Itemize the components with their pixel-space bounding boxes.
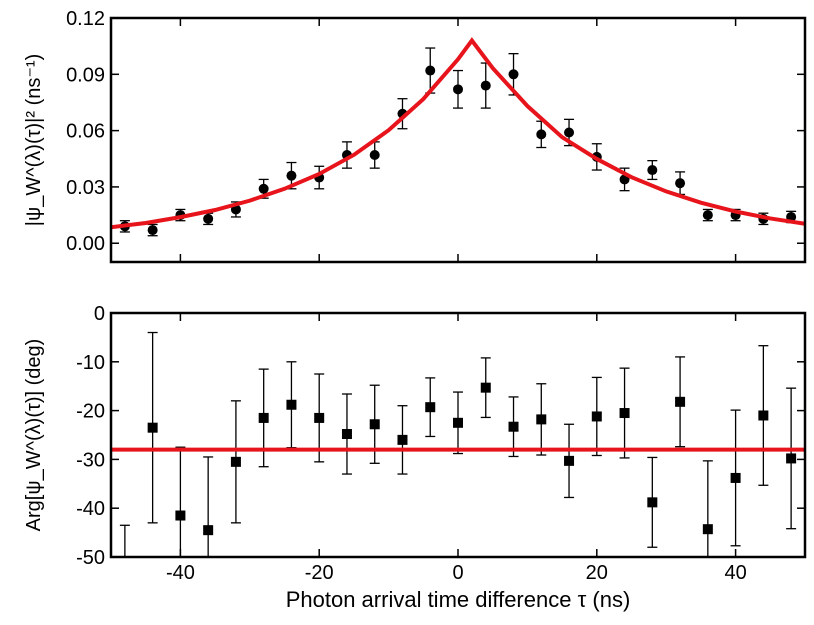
y-tick-label: 0 [94,303,105,325]
marker [647,165,658,176]
marker [453,84,463,95]
x-tick-label: -40 [166,562,195,584]
marker [258,412,269,423]
marker [508,421,519,432]
marker [147,422,158,433]
y-axis-label: |ψ_W^(λ)(τ)|² (ns⁻¹) [23,54,45,226]
y-tick-label: 0.12 [66,8,105,30]
plot-frame [109,311,807,559]
marker [203,525,214,536]
marker [536,414,547,425]
y-tick-label: -10 [76,352,105,374]
marker [508,69,519,80]
y-tick-label: -40 [76,498,105,520]
y-tick-label: 0.00 [66,233,105,255]
marker [425,402,436,413]
y-axis-label: Arg[ψ_W^(λ)(τ)] (deg) [23,339,45,532]
marker [175,510,186,521]
marker [480,382,491,393]
marker [564,127,575,138]
error-bar [119,524,130,557]
marker [675,396,686,407]
marker [702,524,713,535]
marker [591,411,602,422]
marker [341,429,352,440]
fit-line [111,37,805,230]
marker [647,497,658,508]
y-tick-label: 0.09 [66,64,105,86]
marker [286,170,297,181]
marker [619,408,630,419]
marker [120,581,130,591]
x-tick-label: 40 [724,562,746,584]
plot-area [111,331,805,591]
marker [758,410,769,421]
marker [453,417,463,428]
marker [536,129,547,140]
plot-area [111,37,805,237]
y-tick-label: 0.03 [66,177,105,199]
x-axis-label: Photon arrival time difference τ (ns) [286,587,631,612]
panel: -50 -40 -30 -20 -10 0 -40 -20 0 20 40 Arg[ψ_W^(λ)(τ… [23,303,807,612]
y-tick-label: 0.06 [66,121,105,143]
marker [786,453,797,464]
x-tick-label: 0 [452,562,463,584]
y-tick-label: -30 [76,449,105,471]
marker [230,456,241,467]
marker [675,178,686,189]
marker [369,150,380,161]
marker [480,80,491,91]
marker [397,434,408,445]
marker [730,472,741,483]
marker [203,213,214,224]
marker [369,419,380,430]
y-tick-label: -20 [76,401,105,423]
marker [147,225,158,236]
marker [564,455,575,466]
marker [702,210,713,221]
panel: 0.00 0.03 0.06 0.09 0.12 |ψ_W^(λ)(τ)|² (ns⁻¹) [23,8,807,264]
marker [425,65,436,76]
x-tick-label: -20 [305,562,334,584]
marker [314,412,325,423]
marker [286,399,297,410]
x-tick-label: 20 [586,562,608,584]
plot-frame [109,16,807,264]
y-tick-label: -50 [76,547,105,569]
marker [258,183,269,194]
